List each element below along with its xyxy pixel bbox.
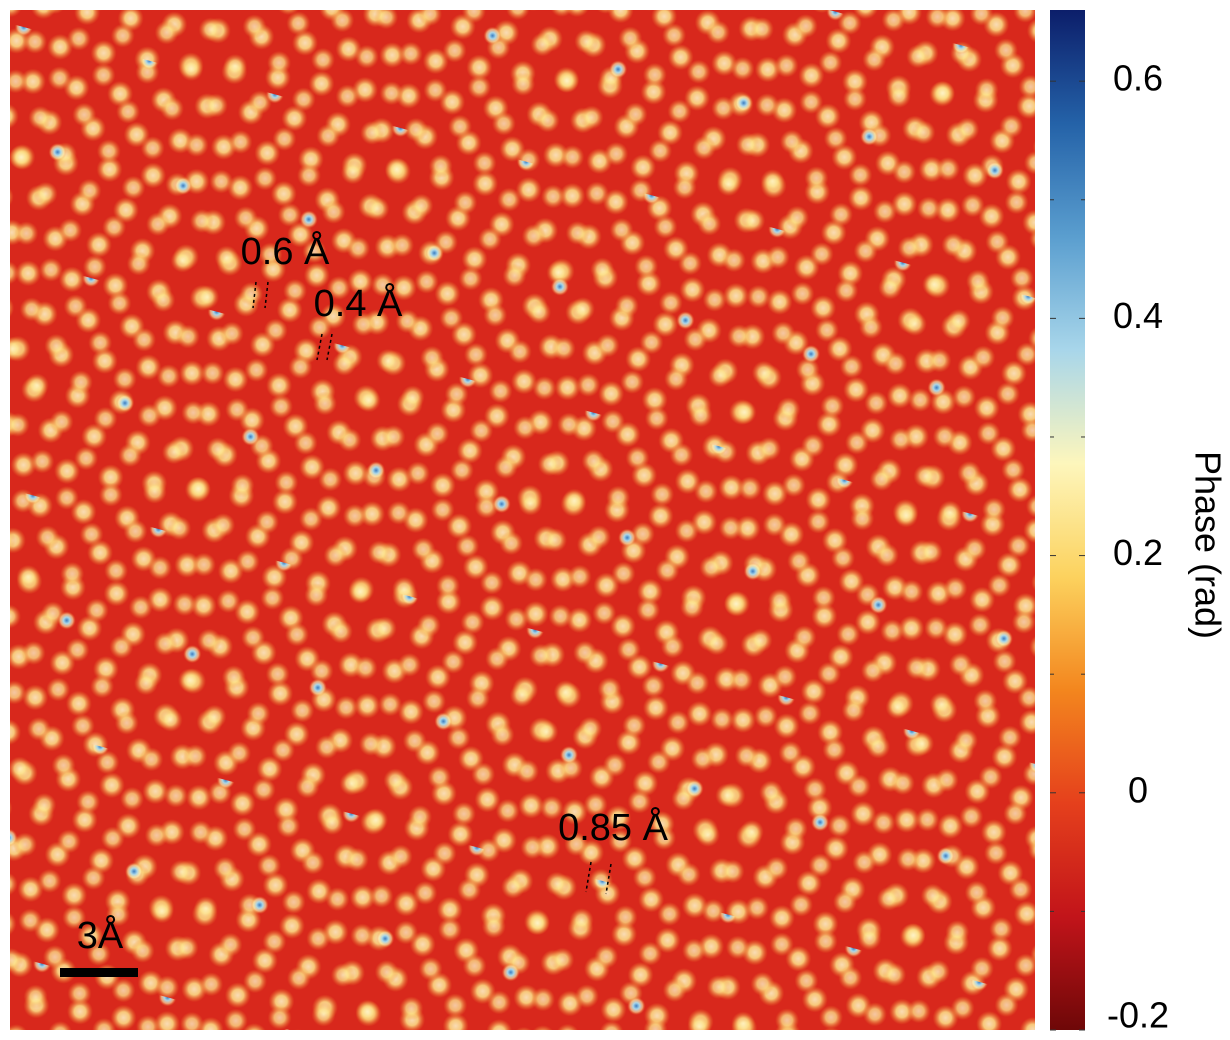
colorbar-label: Phase (rad) xyxy=(1187,451,1228,639)
scale-bar xyxy=(60,968,138,977)
colorbar-tick-label: 0 xyxy=(1128,769,1148,810)
annotation: 0.85 Å xyxy=(558,805,669,849)
figure: 0.6 Å 0.4 Å 0.85 Å 3Å Phase (rad) -0.2 0 0… xyxy=(0,0,1230,1040)
colorbar-tick-label: 0.4 xyxy=(1113,295,1163,336)
phase-image xyxy=(10,10,1035,1030)
colorbar xyxy=(1050,10,1085,1030)
scale-bar-label: 3Å xyxy=(77,913,124,957)
colorbar-tick-label: 0.6 xyxy=(1113,58,1163,99)
colorbar-tick-label: -0.2 xyxy=(1107,995,1169,1036)
colorbar-tick-label: 0.2 xyxy=(1113,532,1163,573)
annotation: 0.4 Å xyxy=(314,281,403,325)
annotation: 0.6 Å xyxy=(241,229,330,273)
